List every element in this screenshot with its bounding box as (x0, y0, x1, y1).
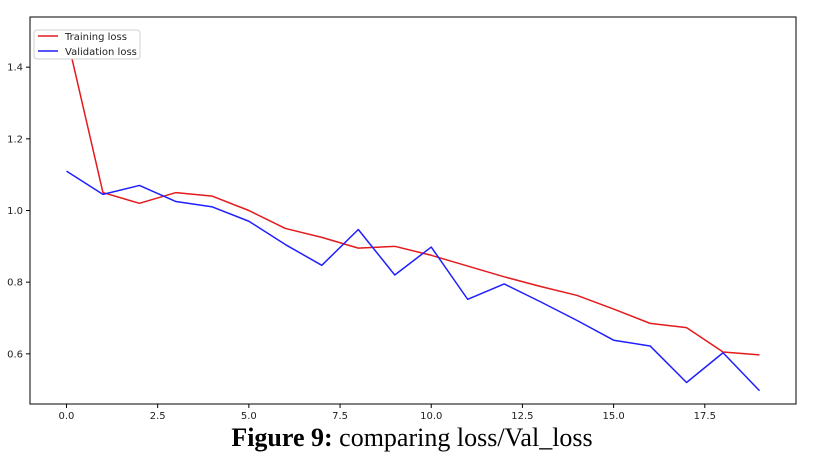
x-tick-label: 7.5 (332, 411, 348, 422)
legend-box (33, 29, 141, 60)
y-tick-label: 0.8 (7, 278, 23, 289)
axis-ticks: 0.0 2.5 5.0 7.5 10.0 12.5 15.0 17.5 0.6 0.8 1.0 1.2… (7, 63, 716, 422)
legend: Training loss Validation loss (33, 29, 141, 60)
x-tick-label: 10.0 (420, 411, 442, 422)
series-line-training-loss (65, 34, 760, 356)
x-tick-label: 15.0 (602, 411, 624, 422)
x-tick-label: 2.5 (150, 411, 166, 422)
figure-caption: Figure 9: comparing loss/Val_loss (0, 423, 824, 453)
y-tick-label: 1.0 (7, 206, 23, 217)
x-tick-label: 0.0 (59, 411, 75, 422)
figure-caption-text: comparing loss/Val_loss (332, 423, 593, 452)
figure-label: Figure 9: (231, 423, 333, 452)
y-tick-label: 1.4 (7, 63, 23, 74)
x-tick-label: 12.5 (511, 411, 533, 422)
y-tick-label: 0.6 (7, 349, 23, 360)
x-tick-label: 17.5 (694, 411, 716, 422)
legend-label-training-loss: Training loss (64, 32, 127, 43)
legend-label-validation-loss: Validation loss (65, 47, 137, 58)
loss-chart: 0.0 2.5 5.0 7.5 10.0 12.5 15.0 17.5 0.6 0.8 1.0 1.2… (7, 16, 797, 422)
plot-frame (29, 16, 797, 405)
series-lines (65, 34, 761, 392)
y-tick-label: 1.2 (7, 134, 23, 145)
series-line-validation-loss (66, 170, 761, 392)
x-tick-label: 5.0 (241, 411, 257, 422)
